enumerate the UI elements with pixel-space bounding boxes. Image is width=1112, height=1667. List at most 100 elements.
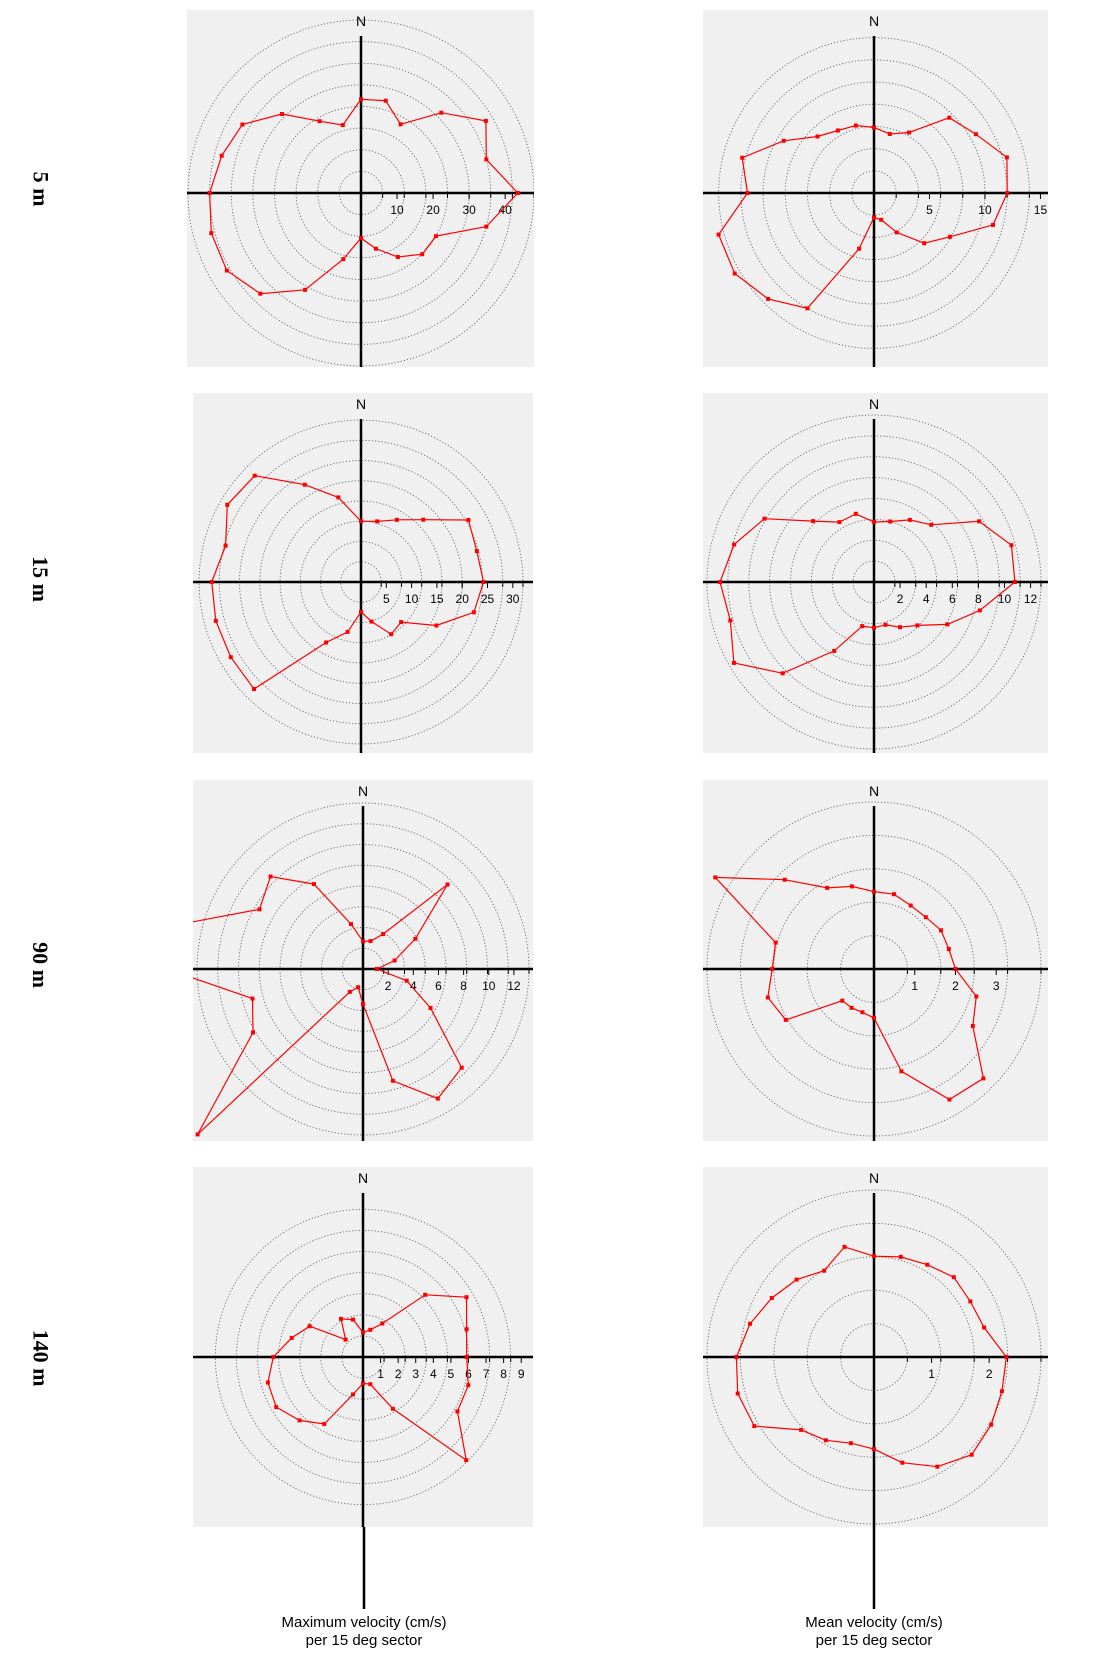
data-point (265, 1380, 270, 1385)
data-point (883, 622, 888, 627)
data-point (974, 994, 979, 999)
data-point (445, 882, 450, 887)
tick-label: 3 (993, 979, 1000, 993)
data-point (356, 985, 361, 990)
data-point (781, 138, 786, 143)
data-point (925, 1262, 930, 1267)
tick-label: 30 (462, 203, 476, 217)
data-point (392, 958, 397, 963)
data-point (823, 1438, 828, 1443)
series-line (717, 117, 1008, 309)
north-label: N (869, 396, 879, 412)
tick-label: 6 (465, 1367, 472, 1381)
data-point (390, 1406, 395, 1411)
data-point (389, 632, 394, 637)
tick-label: 5 (383, 592, 390, 606)
polar-chart-svg: N 2 4 6 8 10 12 (703, 396, 1048, 753)
tick-label: 4 (923, 592, 930, 606)
tick-label: 15 (430, 592, 444, 606)
data-point (935, 1464, 940, 1469)
data-point (740, 155, 745, 160)
data-point (268, 874, 273, 879)
data-point (970, 1024, 975, 1028)
data-point (853, 123, 858, 128)
data-point (981, 1076, 986, 1081)
data-point (835, 128, 840, 133)
data-point (1004, 155, 1009, 160)
tick-label: 2 (385, 979, 392, 993)
data-point (464, 1458, 469, 1463)
data-point (274, 1405, 279, 1410)
north-label: N (869, 1170, 879, 1186)
data-point (888, 519, 893, 524)
data-point (857, 246, 862, 251)
data-point (483, 118, 488, 123)
data-point (474, 549, 479, 553)
data-point (748, 1321, 752, 1326)
tick-label: 20 (456, 592, 470, 606)
data-point (374, 967, 379, 971)
data-point (359, 519, 363, 524)
data-point (752, 1424, 757, 1429)
polar-chart-max-5m: N 10 20 30 40 (187, 10, 534, 367)
data-point (361, 939, 365, 944)
data-point (999, 1389, 1004, 1394)
tick-label: 10 (390, 203, 404, 217)
data-point (762, 516, 767, 521)
polar-chart-mean-15m: N 2 4 6 8 10 12 (703, 393, 1048, 753)
data-point (770, 967, 775, 971)
tick-label: 1 (377, 1367, 384, 1381)
data-point (349, 922, 353, 927)
north-label: N (869, 783, 879, 799)
data-point (973, 132, 978, 137)
data-point (907, 130, 911, 135)
data-point (302, 482, 307, 487)
data-point (849, 884, 854, 889)
data-point (951, 1275, 956, 1280)
polar-chart-svg: N 1 2 (703, 1170, 1048, 1527)
data-point (842, 1244, 847, 1249)
tick-label: 8 (460, 979, 467, 993)
tick-label: 2 (986, 1367, 993, 1381)
data-point (894, 230, 899, 235)
data-point (872, 125, 876, 130)
data-point (766, 296, 771, 301)
data-point (369, 619, 374, 624)
data-point (953, 967, 958, 971)
data-point (420, 252, 425, 257)
row-label-text: 90 m (27, 942, 53, 988)
data-point (915, 623, 920, 628)
data-point (464, 1355, 469, 1359)
data-point (459, 1065, 464, 1070)
data-point (908, 903, 913, 908)
data-point (872, 1015, 876, 1020)
data-point (1009, 543, 1014, 548)
data-point (225, 502, 230, 507)
tick-label: 10 (405, 592, 419, 606)
caption-line: per 15 deg sector (815, 1632, 933, 1649)
data-point (434, 623, 439, 628)
data-point (1004, 1355, 1009, 1359)
data-point (368, 939, 373, 944)
data-point (799, 1427, 804, 1432)
caption-max-velocity: Maximum velocity (cm/s) per 15 deg secto… (184, 1614, 544, 1650)
tick-label: 6 (949, 592, 956, 606)
data-point (361, 1330, 365, 1335)
data-point (765, 995, 770, 1000)
polar-chart-svg: N 1 2 3 (703, 783, 1048, 1141)
polar-chart-svg: N 1 2 3 4 5 6 7 8 9 (193, 1170, 533, 1527)
data-point (252, 473, 257, 478)
data-point (252, 687, 256, 691)
polar-chart-svg: N 5 10 15 20 25 30 (193, 396, 533, 753)
series-line (713, 876, 985, 1101)
north-label: N (358, 783, 368, 799)
tick-label: 2 (395, 1367, 402, 1381)
tick-label: 12 (507, 979, 521, 993)
data-point (390, 1078, 395, 1083)
data-point (879, 217, 884, 222)
data-point (481, 580, 486, 584)
data-point (341, 257, 346, 262)
data-point (340, 123, 345, 128)
polar-chart-mean-5m: N 5 10 15 (703, 10, 1048, 367)
tick-label: 3 (412, 1367, 419, 1381)
